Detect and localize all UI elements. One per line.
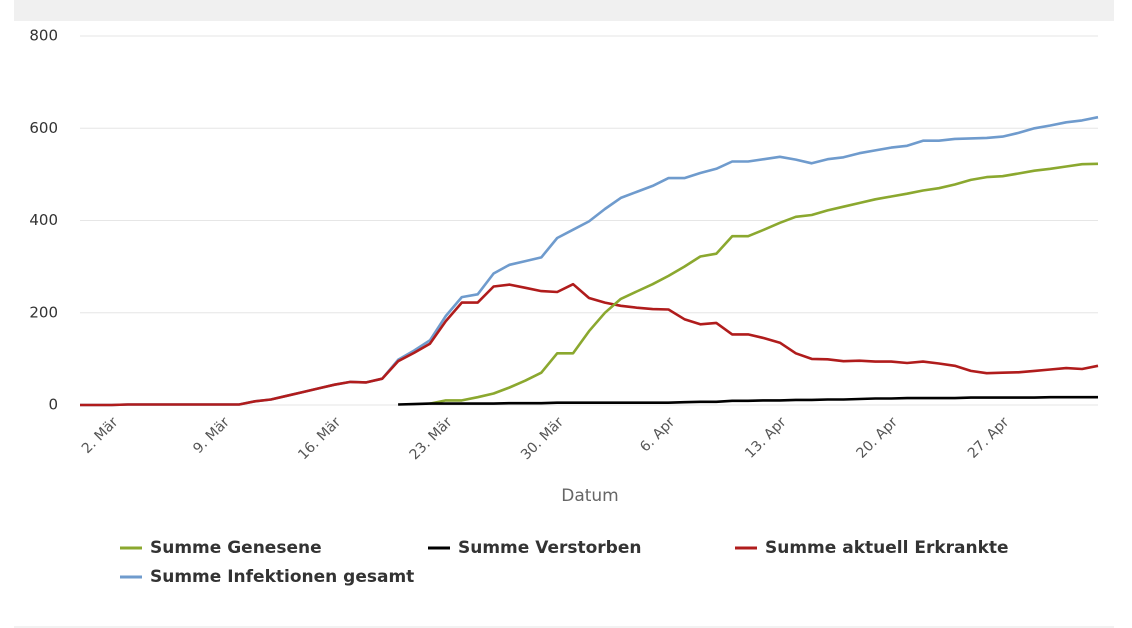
x-tick-label: 27. Apr: [965, 414, 1013, 462]
legend-label: Summe aktuell Erkrankte: [765, 538, 1009, 558]
x-tick-label: 16. Mär: [295, 414, 344, 463]
y-tick-label: 600: [29, 119, 58, 137]
y-tick-label: 200: [29, 303, 58, 321]
x-tick-label: 23. Mär: [407, 414, 456, 463]
x-axis-title: Datum: [561, 486, 619, 506]
series-line: [429, 162, 1099, 405]
x-tick-label: 13. Apr: [742, 414, 790, 462]
legend-label: Summe Verstorben: [458, 538, 641, 558]
x-tick-label: 9. Mär: [190, 414, 233, 457]
series-line: [398, 395, 1098, 406]
series-line: [80, 282, 1099, 407]
x-tick-label: 6. Apr: [637, 414, 678, 455]
x-tick-label: 20. Apr: [854, 414, 902, 462]
legend-label: Summe Genesene: [150, 538, 322, 558]
x-tick-label: 2. Mär: [79, 414, 122, 457]
y-tick-label: 0: [48, 396, 58, 414]
x-tick-label: 30. Mär: [518, 414, 567, 463]
y-tick-label: 800: [29, 27, 58, 45]
header-bar: [14, 0, 1114, 21]
y-tick-label: 400: [29, 211, 58, 229]
legend-label: Summe Infektionen gesamt: [150, 567, 414, 587]
series-line: [80, 115, 1099, 407]
